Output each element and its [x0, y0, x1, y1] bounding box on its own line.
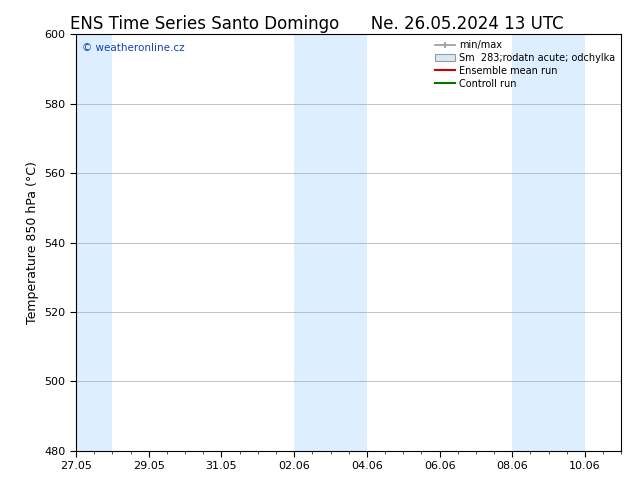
Bar — [294, 34, 367, 451]
Text: ENS Time Series Santo Domingo      Ne. 26.05.2024 13 UTC: ENS Time Series Santo Domingo Ne. 26.05.… — [70, 15, 564, 33]
Text: © weatheronline.cz: © weatheronline.cz — [82, 43, 184, 52]
Bar — [512, 34, 585, 451]
Bar — [76, 34, 112, 451]
Y-axis label: Temperature 850 hPa (°C): Temperature 850 hPa (°C) — [26, 161, 39, 324]
Legend: min/max, Sm  283;rodatn acute; odchylka, Ensemble mean run, Controll run: min/max, Sm 283;rodatn acute; odchylka, … — [431, 36, 619, 93]
